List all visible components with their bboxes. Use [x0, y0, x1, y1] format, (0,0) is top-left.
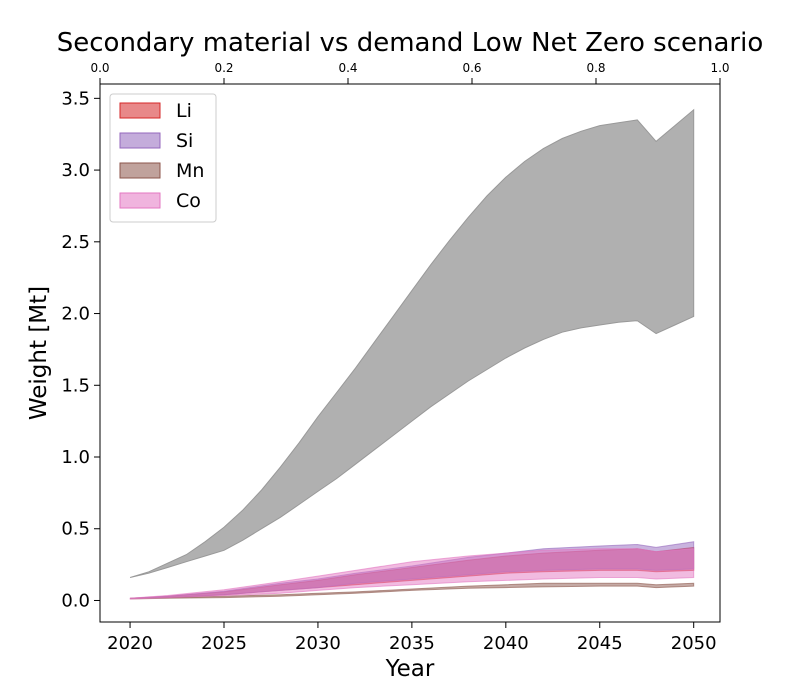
x-tick-label: 2025 — [201, 633, 247, 654]
x-tick-label: 2040 — [483, 633, 529, 654]
band-co — [129, 548, 695, 600]
legend: Li Si Mn Co — [109, 93, 217, 223]
legend-label-co: Co — [176, 190, 201, 212]
y-tick-label: 2.5 — [61, 232, 90, 253]
y-tick-label: 3.0 — [61, 160, 90, 181]
demand-band — [129, 108, 695, 578]
top-tick-label: 0.6 — [462, 61, 481, 75]
plot-marks — [129, 108, 695, 600]
top-tick-label: 0.4 — [338, 61, 357, 75]
x-tick-label: 2050 — [671, 633, 717, 654]
band-mn — [130, 582, 695, 600]
plot-frame — [99, 83, 721, 623]
top-tick-label: 0.2 — [214, 61, 233, 75]
legend-swatch-li — [119, 102, 161, 119]
y-tick-label: 1.0 — [61, 447, 90, 468]
top-axis: 0.0 0.2 0.4 0.6 0.8 1.0 — [90, 61, 730, 84]
x-tick-label: 2045 — [577, 633, 623, 654]
top-tick-label: 0.0 — [90, 61, 109, 75]
x-tick-label: 2030 — [295, 633, 341, 654]
legend-swatch-co — [119, 192, 161, 209]
y-tick-label: 0.5 — [61, 519, 90, 540]
y-tick-label: 2.0 — [61, 304, 90, 325]
legend-label-li: Li — [176, 100, 192, 122]
top-tick-label: 1.0 — [710, 61, 729, 75]
y-axis-label: Weight [Mt] — [26, 286, 52, 420]
y-axis: 0.0 0.5 1.0 1.5 2.0 2.5 3.0 3.5 — [61, 88, 100, 611]
legend-swatch-si — [119, 132, 161, 149]
x-axis-label: Year — [385, 656, 435, 682]
x-tick-label: 2020 — [107, 633, 153, 654]
x-axis: 2020 2025 2030 2035 2040 2045 2050 — [107, 622, 717, 654]
y-tick-label: 0.0 — [61, 590, 90, 611]
x-tick-label: 2035 — [389, 633, 435, 654]
legend-label-mn: Mn — [176, 160, 204, 182]
top-tick-label: 0.8 — [586, 61, 605, 75]
y-tick-label: 1.5 — [61, 375, 90, 396]
chart-title: Secondary material vs demand Low Net Zer… — [57, 28, 763, 58]
legend-label-si: Si — [176, 130, 193, 152]
y-tick-label: 3.5 — [61, 88, 90, 109]
legend-swatch-mn — [119, 162, 161, 179]
legend-frame — [109, 93, 217, 223]
